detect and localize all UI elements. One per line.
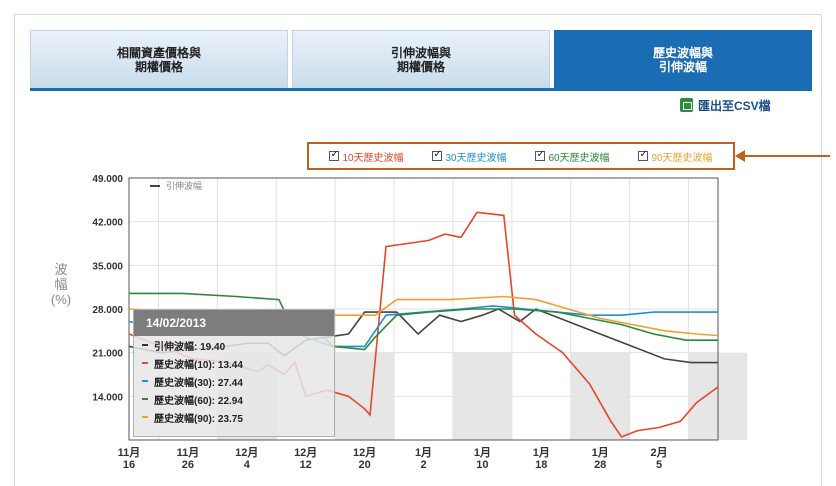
y-axis-ticks: 49.000 42.000 35.000 28.000 21.000 14.000 bbox=[92, 174, 123, 403]
y-tick-label: 42.000 bbox=[92, 218, 123, 229]
tab-label-line1: 歷史波幅與 bbox=[652, 45, 713, 60]
tab-implied-vol-option-price[interactable]: 引伸波幅與 期權價格 bbox=[292, 30, 550, 88]
legend-toggle-hv30[interactable]: 30天歷史波幅 bbox=[432, 149, 507, 164]
tab-bar: 相關資產價格與 期權價格 引伸波幅與 期權價格 歷史波幅與 引伸波幅 bbox=[30, 30, 812, 88]
tooltip-row-label: 歷史波幅(60): 22.94 bbox=[154, 395, 243, 407]
x-tick-month: 1月 bbox=[474, 446, 491, 459]
tab-label-line1: 相關資產價格與 bbox=[116, 45, 201, 60]
legend-label-hv30: 30天歷史波幅 bbox=[445, 152, 507, 164]
legend-label-hv60: 60天歷史波幅 bbox=[548, 152, 610, 164]
tab-label-line2: 引伸波幅 bbox=[658, 59, 707, 74]
tab-label-line1: 引伸波幅與 bbox=[390, 45, 451, 60]
x-tick-month: 12月 bbox=[353, 446, 376, 459]
series-toggle-legend: 10天歷史波幅 30天歷史波幅 60天歷史波幅 90天歷史波幅 bbox=[307, 142, 735, 170]
x-tick-day: 12 bbox=[300, 459, 312, 471]
callout-arrow-line bbox=[742, 155, 830, 157]
legend-label-hv90: 90天歷史波幅 bbox=[651, 152, 713, 164]
export-csv-link[interactable]: 匯出至CSV檔 bbox=[680, 96, 771, 114]
export-csv-label: 匯出至CSV檔 bbox=[698, 98, 771, 113]
hover-tooltip: 14/02/2013 引伸波幅: 19.40 歷史波幅(10): 13.44 歷史波… bbox=[133, 309, 335, 437]
legend-toggle-hv60[interactable]: 60天歷史波幅 bbox=[535, 149, 610, 164]
tooltip-row-label: 引伸波幅: 19.40 bbox=[154, 341, 226, 353]
tab-underline bbox=[30, 88, 812, 91]
tab-asset-price-option-price[interactable]: 相關資產價格與 期權價格 bbox=[30, 30, 288, 88]
tooltip-swatch bbox=[142, 416, 148, 418]
tooltip-row-label: 歷史波幅(90): 23.75 bbox=[154, 413, 243, 425]
legend-toggle-hv90[interactable]: 90天歷史波幅 bbox=[638, 149, 713, 164]
x-tick-day: 2 bbox=[420, 459, 426, 471]
y-tick-label: 49.000 bbox=[92, 174, 123, 185]
tab-label-line2: 期權價格 bbox=[396, 59, 445, 74]
tooltip-row: 歷史波幅(10): 13.44 bbox=[134, 354, 334, 372]
y-axis-title: 波幅(%) bbox=[50, 262, 72, 307]
x-tick-day: 20 bbox=[358, 459, 370, 471]
x-tick-month: 1月 bbox=[592, 446, 609, 459]
x-tick-month: 1月 bbox=[415, 446, 432, 459]
tooltip-row-label: 歷史波幅(30): 27.44 bbox=[154, 377, 243, 389]
x-tick-day: 5 bbox=[656, 459, 662, 471]
implied-vol-legend-label: 引伸波幅 bbox=[166, 180, 202, 191]
tooltip-row: 歷史波幅(90): 23.75 bbox=[134, 408, 334, 426]
y-tick-label: 14.000 bbox=[92, 392, 123, 403]
legend-label-hv10: 10天歷史波幅 bbox=[342, 152, 404, 164]
tab-historical-vol-implied-vol[interactable]: 歷史波幅與 引伸波幅 bbox=[554, 30, 812, 88]
tooltip-row-label: 歷史波幅(10): 13.44 bbox=[154, 359, 243, 371]
y-tick-label: 21.000 bbox=[92, 349, 123, 360]
x-tick-day: 18 bbox=[535, 459, 547, 471]
x-tick-month: 2月 bbox=[651, 446, 668, 459]
tooltip-row: 歷史波幅(60): 22.94 bbox=[134, 390, 334, 408]
x-tick-day: 28 bbox=[594, 459, 606, 471]
x-tick-day: 4 bbox=[244, 459, 251, 471]
x-axis-ticks: 11月1611月2612月412月1212月201月21月101月181月282… bbox=[118, 446, 668, 471]
tooltip-swatch bbox=[142, 344, 148, 346]
x-tick-month: 12月 bbox=[235, 446, 258, 459]
tab-label-line2: 期權價格 bbox=[134, 59, 183, 74]
x-tick-day: 26 bbox=[182, 459, 194, 471]
tooltip-date: 14/02/2013 bbox=[134, 310, 334, 336]
x-tick-month: 1月 bbox=[533, 446, 550, 459]
y-tick-label: 35.000 bbox=[92, 261, 123, 272]
tooltip-row: 歷史波幅(30): 27.44 bbox=[134, 372, 334, 390]
checkbox-hv60[interactable] bbox=[535, 149, 546, 161]
checkbox-hv30[interactable] bbox=[432, 149, 443, 161]
x-tick-month: 11月 bbox=[118, 446, 141, 459]
tooltip-rows: 引伸波幅: 19.40 歷史波幅(10): 13.44 歷史波幅(30): 27.4… bbox=[134, 336, 334, 426]
x-tick-month: 12月 bbox=[294, 446, 317, 459]
checkbox-hv90[interactable] bbox=[638, 149, 649, 161]
tooltip-row: 引伸波幅: 19.40 bbox=[134, 336, 334, 354]
y-tick-label: 28.000 bbox=[92, 305, 123, 316]
x-tick-month: 11月 bbox=[177, 446, 200, 459]
x-tick-day: 16 bbox=[123, 459, 135, 471]
legend-toggle-hv10[interactable]: 10天歷史波幅 bbox=[329, 149, 404, 164]
checkbox-hv10[interactable] bbox=[329, 149, 340, 161]
tooltip-swatch bbox=[142, 380, 148, 382]
series-line-3 bbox=[129, 292, 718, 351]
callout-arrow-head bbox=[735, 150, 745, 162]
tooltip-swatch bbox=[142, 362, 148, 364]
implied-vol-legend: 引伸波幅 bbox=[150, 180, 202, 191]
x-tick-day: 10 bbox=[476, 459, 488, 471]
tooltip-swatch bbox=[142, 398, 148, 400]
spreadsheet-icon bbox=[680, 98, 693, 112]
